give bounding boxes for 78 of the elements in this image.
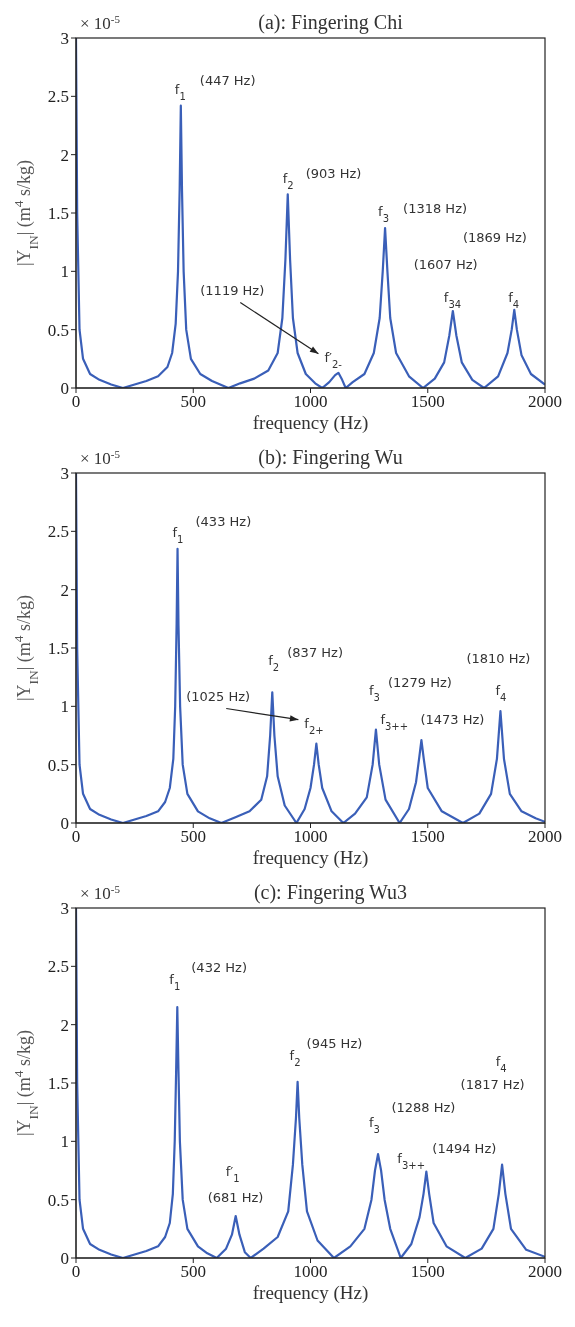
annotation: (1318 Hz) (403, 201, 468, 217)
y-tick-label: 2.5 (47, 957, 69, 977)
annotation: f′$_{1}$ (225, 1164, 240, 1184)
y-tick-label: 2.5 (47, 522, 69, 542)
annotation: (1607 Hz) (413, 257, 478, 272)
annotation: f$_{34}$ (443, 290, 462, 310)
y-tick-label: 1.5 (47, 639, 69, 659)
annotation: f$_{4}$ (508, 289, 520, 310)
y-tick-label: 1.5 (47, 204, 69, 224)
annotation: f$_{1}$ (172, 524, 184, 545)
text: × 10$^{-5}$ (80, 448, 121, 468)
annotation: f$_{4}$ (495, 683, 507, 703)
annotation: f$_{1}$ (169, 972, 181, 992)
y-tick-label: 0.5 (47, 755, 69, 775)
y-tick-label: 3 (60, 29, 69, 49)
annotation: (432 Hz) (191, 960, 248, 976)
y-tick-label: 0.5 (47, 320, 69, 340)
x-axis-title: frequency (Hz) (252, 412, 369, 434)
x-tick-label: 2000 (528, 1262, 562, 1282)
annotation: (945 Hz) (306, 1035, 363, 1051)
y-tick-label: 1.5 (47, 1074, 69, 1094)
annotation: (1473 Hz) (420, 712, 485, 728)
chart-title: (c): Fingering Wu3 (253, 881, 408, 904)
annotation: (837 Hz) (287, 645, 343, 661)
x-tick-label: 1000 (293, 1262, 328, 1282)
y-tick-label: 0 (60, 814, 69, 834)
x-tick-label: 2000 (528, 392, 562, 412)
annotation: f$_{3++}$ (397, 1150, 426, 1171)
x-tick-label: 1500 (410, 1262, 445, 1282)
text: × 10$^{-5}$ (80, 883, 121, 903)
annotation: (1119 Hz) (200, 282, 265, 298)
y-tick-label: 3 (60, 899, 69, 919)
x-axis-title: frequency (Hz) (252, 1282, 369, 1304)
x-tick-label: 1000 (293, 827, 328, 847)
text: × 10$^{-5}$ (80, 13, 121, 33)
y-tick-label: 1 (60, 697, 69, 717)
x-tick-label: 1000 (293, 392, 328, 412)
annotation: (1279 Hz) (387, 674, 452, 690)
annotation: (1817 Hz) (460, 1076, 525, 1092)
y-tick-label: 2 (60, 1015, 69, 1035)
annotation: f$_{3}$ (369, 1115, 380, 1135)
y-tick-label: 0 (60, 1249, 69, 1269)
y-tick-label: 0.5 (47, 1190, 69, 1210)
annotation: f$_{4}$ (495, 1053, 507, 1073)
annotation: f′$_{2-}$ (324, 349, 343, 370)
y-tick-label: 0 (60, 379, 69, 399)
annotation: (681 Hz) (207, 1190, 264, 1205)
annotation: f$_{3++}$ (380, 712, 409, 732)
annotation: f$_{2}$ (268, 653, 280, 673)
x-tick-label: 500 (180, 1262, 206, 1282)
y-tick-label: 2 (60, 145, 69, 165)
x-tick-label: 1500 (410, 827, 445, 847)
y-tick-label: 1 (60, 1132, 69, 1152)
y-tick-label: 2.5 (47, 87, 69, 107)
annotation: f$_{3}$ (368, 682, 380, 703)
x-tick-label: 2000 (528, 827, 562, 847)
annotation: (1869 Hz) (462, 230, 527, 246)
annotation: (447 Hz) (199, 72, 256, 88)
annotation: f$_{2}$ (282, 171, 294, 191)
annotation: (1288 Hz) (391, 1100, 456, 1116)
annotation: (903 Hz) (305, 166, 362, 182)
annotation: f$_{3}$ (378, 204, 390, 224)
annotation: (1810 Hz) (466, 651, 531, 667)
annotation: f$_{1}$ (174, 81, 186, 102)
x-tick-label: 500 (180, 392, 206, 412)
y-tick-label: 2 (60, 580, 69, 600)
annotation: f$_{2+}$ (304, 715, 324, 736)
chart-title: (b): Fingering Wu (258, 446, 403, 469)
x-axis-title: frequency (Hz) (252, 847, 369, 869)
x-tick-label: 500 (180, 827, 206, 847)
x-tick-label: 1500 (410, 392, 445, 412)
annotation: f$_{2}$ (289, 1047, 301, 1068)
y-tick-label: 3 (60, 464, 69, 484)
annotation: (1025 Hz) (186, 688, 251, 704)
chart-title: (a): Fingering Chi (258, 11, 404, 34)
y-tick-label: 1 (60, 262, 69, 282)
annotation: (433 Hz) (195, 513, 252, 529)
annotation: (1494 Hz) (432, 1140, 497, 1156)
